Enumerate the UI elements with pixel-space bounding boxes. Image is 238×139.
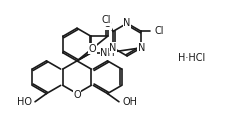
Text: H·HCl: H·HCl <box>178 53 205 63</box>
Text: Cl: Cl <box>155 26 164 36</box>
Text: O: O <box>73 90 81 100</box>
Text: O: O <box>89 44 96 54</box>
Text: OH: OH <box>122 97 137 107</box>
Text: NH: NH <box>100 48 115 58</box>
Text: N: N <box>109 43 117 53</box>
Text: HO: HO <box>17 97 32 107</box>
Text: O: O <box>104 19 111 29</box>
Text: Cl: Cl <box>101 15 111 25</box>
Text: N: N <box>138 43 145 53</box>
Text: N: N <box>124 18 131 28</box>
